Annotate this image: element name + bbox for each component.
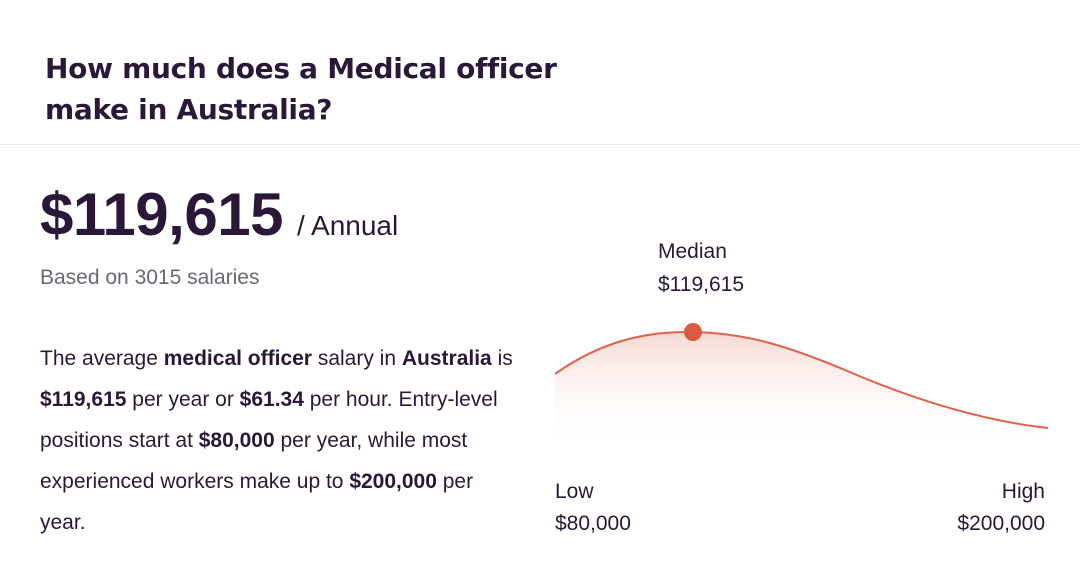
desc-country: Australia (401, 347, 492, 370)
median-marker (684, 323, 702, 341)
desc-text: salary in (311, 347, 402, 370)
salary-period: / Annual (297, 210, 399, 241)
desc-text: per year. (40, 470, 474, 534)
desc-annual-salary: $119,615 (40, 388, 127, 411)
desc-text: per year, while most experienced workers… (40, 429, 468, 493)
section-divider (0, 144, 1080, 145)
average-salary-amount: $119,615 (40, 181, 283, 248)
low-value: $80,000 (555, 512, 631, 535)
curve-area (555, 331, 1048, 450)
desc-text: is (491, 347, 513, 370)
salary-sample-count: Based on 3015 salaries (40, 266, 260, 289)
salary-distribution-curve (555, 323, 1048, 450)
salary-description: The average medical officer salary in Au… (40, 338, 520, 543)
page-title: How much does a Medical officer make in … (45, 48, 665, 130)
high-label: High (1001, 480, 1045, 503)
low-label: Low (555, 480, 594, 503)
desc-job-title: medical officer (163, 347, 312, 370)
median-value: $119,615 (658, 273, 745, 296)
title-line-1: How much does a Medical officer (45, 52, 557, 85)
curve-line (555, 330, 1048, 429)
desc-hourly-rate: $61.34 (239, 388, 304, 411)
high-value: $200,000 (957, 512, 1045, 535)
title-line-2: make in Australia? (45, 93, 333, 126)
median-label: Median (658, 240, 727, 263)
desc-text: The average (40, 347, 164, 370)
desc-entry-salary: $80,000 (198, 429, 275, 452)
desc-text: per hour. Entry-level positions start at (40, 388, 498, 452)
desc-text: per year or (126, 388, 240, 411)
desc-max-salary: $200,000 (349, 470, 437, 493)
